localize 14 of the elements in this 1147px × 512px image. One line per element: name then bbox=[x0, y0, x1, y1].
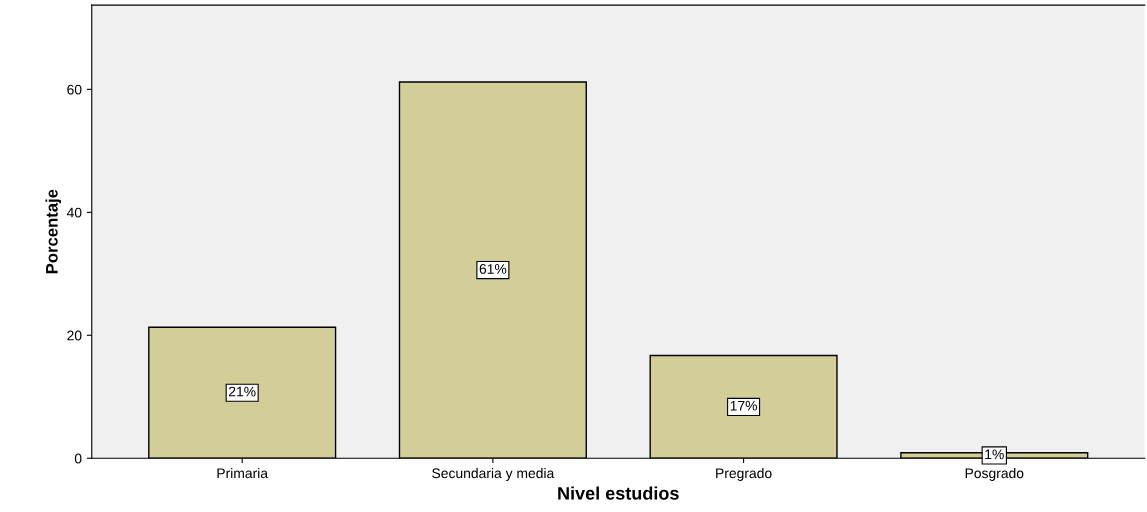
x-tick-label: Posgrado bbox=[965, 467, 1024, 481]
data-label: 1% bbox=[985, 449, 1004, 460]
x-tick-label: Pregrado bbox=[716, 467, 772, 481]
data-label: 17% bbox=[730, 400, 757, 411]
data-label: 61% bbox=[479, 264, 507, 274]
y-tick-label: 20 bbox=[67, 330, 82, 341]
y-tick-label: 40 bbox=[66, 207, 82, 218]
y-tick-label: 60 bbox=[67, 84, 82, 95]
data-label: 21% bbox=[228, 386, 256, 397]
x-tick-label: Primaria bbox=[217, 467, 269, 479]
x-axis-title: Nivel estudios bbox=[558, 486, 679, 500]
x-tick-label: Secundaria y media bbox=[432, 467, 555, 481]
y-axis-title: Porcentaje bbox=[45, 189, 62, 274]
y-tick-label: 0 bbox=[74, 453, 82, 464]
